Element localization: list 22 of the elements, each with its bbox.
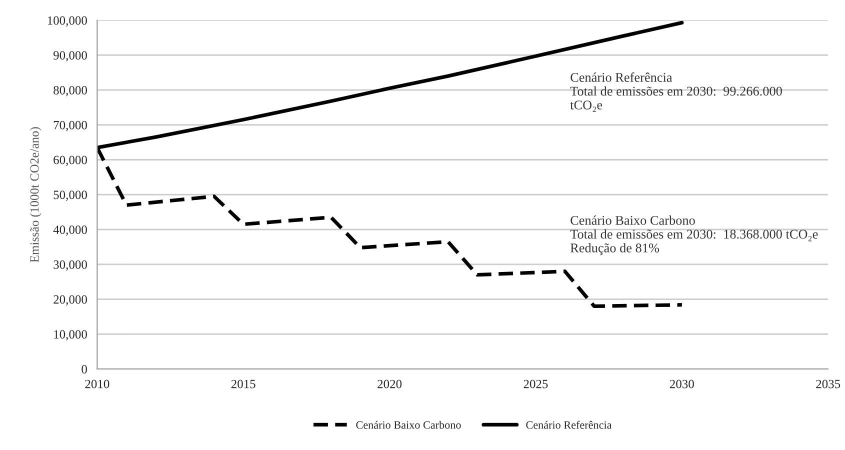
x-tick-label: 2030 [670, 380, 694, 388]
y-tick-label: 20,000 [54, 295, 87, 306]
x-tick-label: 2035 [816, 380, 840, 388]
annotation: Cenário Baixo Carbono Total de emissões em 2030: 18.368.000 tCO₂e Redução de 81% [570, 216, 818, 256]
annotation: Cenário Referência Total de emissões em 2030: 99.266.000 tCO₂e [570, 72, 782, 112]
x-tick-label: 2010 [85, 380, 110, 388]
y-tick-label: 50,000 [54, 190, 87, 201]
y-tick-label: 40,000 [53, 226, 87, 236]
y-tick-label: 70,000 [54, 120, 87, 132]
legend-label: Cenário Referência [526, 420, 612, 429]
legend-label: Cenário Baixo Carbono [356, 420, 461, 429]
x-tick-label: 2025 [524, 380, 548, 388]
y-tick-label: 10,000 [54, 330, 87, 340]
y-tick-label: 80,000 [54, 86, 87, 96]
y-tick-label: 100,000 [48, 16, 87, 27]
x-tick-label: 2015 [231, 380, 256, 388]
x-tick-label: 2020 [378, 380, 402, 388]
y-tick-label: 60,000 [54, 156, 87, 166]
y-tick-label: 30,000 [54, 260, 87, 271]
y-tick-label: 0 [82, 365, 87, 374]
y-axis-title: Emissão (1000t CO2e/ano) [30, 127, 42, 262]
y-tick-label: 90,000 [53, 51, 87, 62]
